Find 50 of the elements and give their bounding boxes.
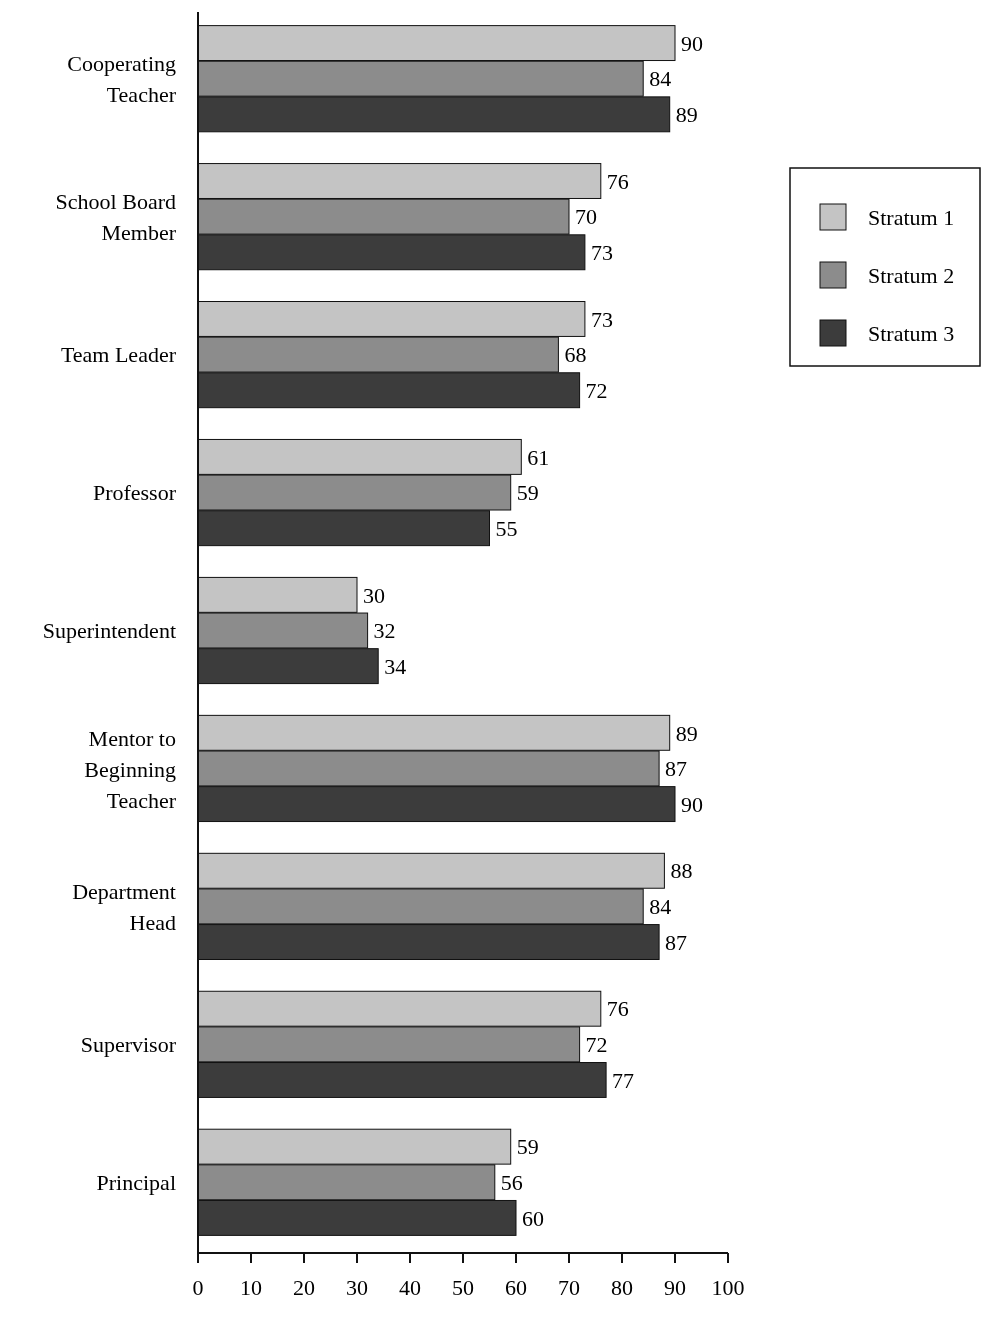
data-label: 55 [495, 515, 518, 541]
y-tick-label: Principal [96, 1170, 176, 1195]
data-label: 87 [665, 929, 688, 955]
x-tick-label: 80 [611, 1275, 633, 1300]
x-tick-label: 0 [192, 1275, 204, 1300]
data-label: 76 [606, 168, 629, 194]
data-label: 84 [649, 894, 672, 920]
data-label: 72 [585, 1032, 608, 1058]
x-tick-label: 30 [346, 1275, 368, 1300]
data-label: 68 [564, 342, 587, 368]
y-tick-label: Department Head [72, 879, 176, 936]
data-label: 61 [527, 444, 550, 470]
data-label: 84 [649, 66, 672, 92]
x-tick-label: 70 [558, 1275, 580, 1300]
x-tick-label: 100 [711, 1275, 745, 1300]
y-tick-label: Professor [92, 480, 177, 506]
x-tick-label: 50 [452, 1275, 474, 1300]
y-tick-label: Cooperating Teacher [67, 51, 177, 108]
data-label: 59 [516, 1134, 539, 1160]
data-label: 89 [675, 720, 698, 746]
data-label: 73 [590, 239, 613, 265]
x-tick-label: 10 [240, 1275, 262, 1300]
data-label: 89 [675, 102, 698, 128]
data-label: 30 [363, 582, 385, 608]
data-label: 90 [681, 791, 703, 817]
data-label: 34 [384, 653, 407, 679]
y-tick-label: Supervisor [80, 1032, 177, 1058]
x-tick-label: 40 [399, 1275, 421, 1300]
legend-label: Stratum 3 [868, 320, 955, 346]
data-label: 73 [590, 306, 613, 332]
data-label: 90 [681, 30, 703, 56]
x-tick-label: 20 [293, 1275, 315, 1300]
y-tick-label: Superintendent [42, 618, 176, 644]
legend-label: Stratum 1 [868, 204, 955, 230]
data-label: 72 [585, 377, 608, 403]
x-tick-label: 60 [505, 1275, 527, 1300]
y-tick-label: Team Leader [60, 342, 177, 368]
y-tick-label: Mentor to Beginning Teacher [84, 726, 177, 814]
data-label: 77 [612, 1067, 635, 1093]
x-tick-label: 90 [664, 1275, 686, 1300]
data-label: 88 [670, 858, 693, 884]
data-label: 87 [665, 756, 688, 782]
data-label: 76 [606, 996, 629, 1022]
y-tick-label: School Board Member [55, 189, 177, 246]
legend-label: Stratum 2 [868, 262, 955, 288]
data-label: 32 [373, 618, 396, 644]
data-label: 70 [575, 204, 597, 230]
data-label: 60 [522, 1205, 544, 1231]
data-label: 56 [500, 1170, 523, 1195]
data-label: 59 [516, 480, 539, 506]
